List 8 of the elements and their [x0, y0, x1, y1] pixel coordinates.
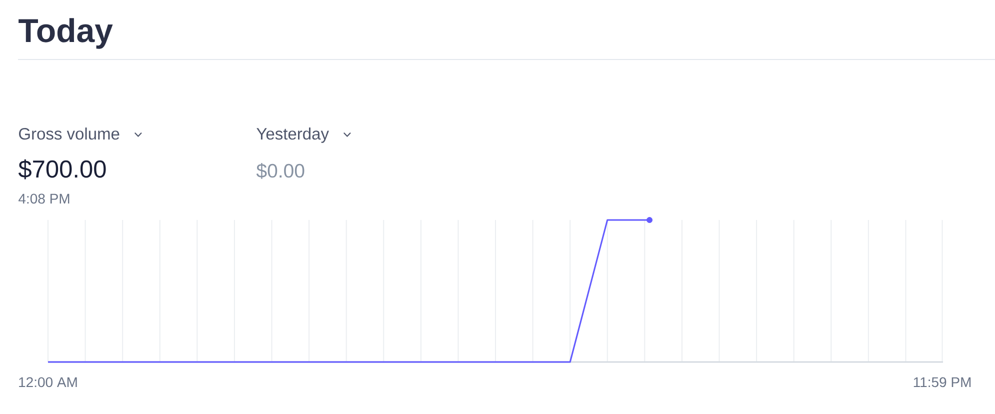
text: Gross volume	[19, 128, 120, 140]
x-tick-label: 12:00 AM	[19, 377, 77, 388]
text: $0.00	[256, 163, 304, 179]
text: $700.00	[18, 159, 106, 180]
x-tick-label: 11:59 PM	[914, 377, 971, 388]
text: 4:08 PM	[18, 194, 70, 204]
chart-title: Today	[18, 18, 113, 49]
text: Yesterday	[256, 128, 329, 143]
